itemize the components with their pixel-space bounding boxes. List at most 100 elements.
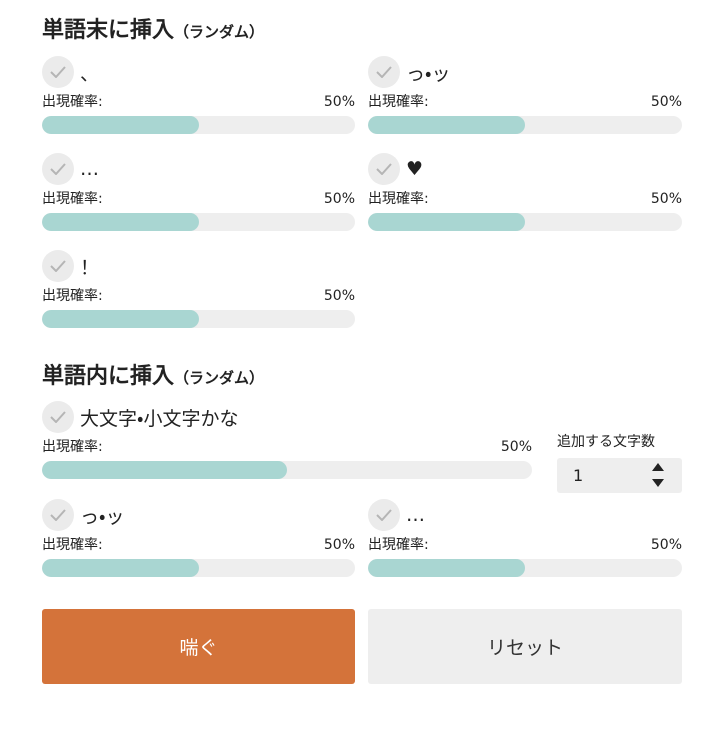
checkbox[interactable] xyxy=(42,499,74,531)
slider[interactable] xyxy=(42,461,532,479)
reset-button[interactable]: リセット xyxy=(368,609,682,684)
rate-row: 出現確率: 50% xyxy=(368,537,682,553)
check-row: っ・ッ xyxy=(368,56,682,88)
option-label: 、 xyxy=(80,62,100,85)
spinner[interactable] xyxy=(652,463,664,500)
option-item: 大文字・小文字かな出現確率: 50% 追加する文字数 1 xyxy=(42,401,682,499)
rate-label: 出現確率: xyxy=(42,439,103,455)
slider[interactable] xyxy=(42,559,355,577)
rate-area: 出現確率: 50% xyxy=(42,439,532,479)
slider-fill xyxy=(42,116,199,134)
option-item: ♥ 出現確率: 50% xyxy=(368,153,682,250)
option-label: ♥ xyxy=(406,158,424,180)
check-row: っ・ッ xyxy=(42,499,355,531)
rate-label: 出現確率: xyxy=(42,537,103,553)
check-icon xyxy=(50,260,66,272)
rate-value: 50% xyxy=(323,94,355,110)
rate-value: 50% xyxy=(650,537,682,553)
rate-value: 50% xyxy=(323,191,355,207)
checkbox[interactable] xyxy=(368,56,400,88)
rate-value: 50% xyxy=(650,191,682,207)
count-input[interactable]: 1 xyxy=(557,458,682,493)
slider[interactable] xyxy=(42,310,355,328)
option-label: っ・ッ xyxy=(406,62,451,85)
rate-value: 50% xyxy=(323,537,355,553)
checkbox[interactable] xyxy=(368,499,400,531)
slider[interactable] xyxy=(368,559,682,577)
check-row: 、 xyxy=(42,56,355,88)
check-icon xyxy=(376,509,392,521)
settings-panel: 単語末に挿入（ランダム）、出現確率: 50% っ・ッ 出現確率: 50%… 出現確率: 50… xyxy=(42,0,682,684)
slider-fill xyxy=(42,559,199,577)
option-item: … 出現確率: 50% xyxy=(368,499,682,596)
check-icon xyxy=(50,411,66,423)
primary-button[interactable]: 喘ぐ xyxy=(42,609,355,684)
slider-fill xyxy=(42,213,199,231)
option-label: 大文字・小文字かな xyxy=(80,407,239,430)
title-suffix: （ランダム） xyxy=(174,369,265,387)
rate-label: 出現確率: xyxy=(368,94,429,110)
rate-row: 出現確率: 50% xyxy=(42,439,532,455)
option-item: 、出現確率: 50% xyxy=(42,56,355,153)
rate-row: 出現確率: 50% xyxy=(42,191,355,207)
rate-row: 出現確率: 50% xyxy=(42,288,355,304)
title-text: 単語末に挿入 xyxy=(42,18,175,43)
count-value: 1 xyxy=(573,466,584,485)
slider[interactable] xyxy=(42,116,355,134)
slider-fill xyxy=(368,559,525,577)
check-icon xyxy=(376,163,392,175)
slider-fill xyxy=(368,116,525,134)
spinner-arrows xyxy=(652,463,664,487)
option-label: … xyxy=(80,158,99,180)
rate-row: 出現確率: 50% xyxy=(42,94,355,110)
check-row: ♥ xyxy=(368,153,682,185)
option-item: っ・ッ出現確率: 50% xyxy=(368,56,682,153)
slider[interactable] xyxy=(42,213,355,231)
slider-fill xyxy=(368,213,525,231)
checkbox[interactable] xyxy=(368,153,400,185)
rate-label: 出現確率: xyxy=(42,288,103,304)
option-item: っ・ッ出現確率: 50% xyxy=(42,499,355,596)
rate-label: 出現確率: xyxy=(42,191,103,207)
rate-label: 出現確率: xyxy=(368,537,429,553)
count-area: 追加する文字数 1 xyxy=(557,434,682,493)
rate-label: 出現確率: xyxy=(368,191,429,207)
check-icon xyxy=(50,163,66,175)
check-icon xyxy=(50,509,66,521)
check-row: 大文字・小文字かな xyxy=(42,401,682,433)
rate-row: 出現確率: 50% xyxy=(368,191,682,207)
check-row: ！ xyxy=(42,250,355,282)
rate-label: 出現確率: xyxy=(42,94,103,110)
slider[interactable] xyxy=(368,116,682,134)
checkbox[interactable] xyxy=(42,401,74,433)
rate-row: 出現確率: 50% xyxy=(368,94,682,110)
option-item: ！ 出現確率: 50% xyxy=(42,250,355,347)
check-row: … xyxy=(42,153,355,185)
option-label: ！ xyxy=(80,256,100,279)
checkbox[interactable] xyxy=(42,56,74,88)
option-label: … xyxy=(406,504,425,526)
check-icon xyxy=(376,66,392,78)
option-grid: 、出現確率: 50% っ・ッ 出現確率: 50% … 出現確率: 50% ♥ 出現確率: 50% ！ 出… xyxy=(42,56,682,347)
checkbox[interactable] xyxy=(42,153,74,185)
checkbox[interactable] xyxy=(42,250,74,282)
rate-row: 出現確率: 50% xyxy=(42,537,355,553)
slider-fill xyxy=(42,461,287,479)
slider-fill xyxy=(42,310,199,328)
section-title: 単語内に挿入（ランダム） xyxy=(42,362,682,392)
option-grid: 大文字・小文字かな出現確率: 50% 追加する文字数 1 xyxy=(42,401,682,499)
slider[interactable] xyxy=(368,213,682,231)
option-label: っ・ッ xyxy=(80,505,125,528)
rate-value: 50% xyxy=(323,288,355,304)
title-text: 単語内に挿入 xyxy=(42,364,175,389)
option-grid: っ・ッ出現確率: 50% … 出現確率: 50% xyxy=(42,499,682,596)
section-title: 単語末に挿入（ランダム） xyxy=(42,16,682,46)
rate-value: 50% xyxy=(500,439,532,455)
title-suffix: （ランダム） xyxy=(174,23,265,41)
option-item: … 出現確率: 50% xyxy=(42,153,355,250)
button-row: 喘ぐ リセット xyxy=(42,609,682,684)
count-label: 追加する文字数 xyxy=(557,434,655,450)
check-icon xyxy=(50,66,66,78)
check-row: … xyxy=(368,499,682,531)
